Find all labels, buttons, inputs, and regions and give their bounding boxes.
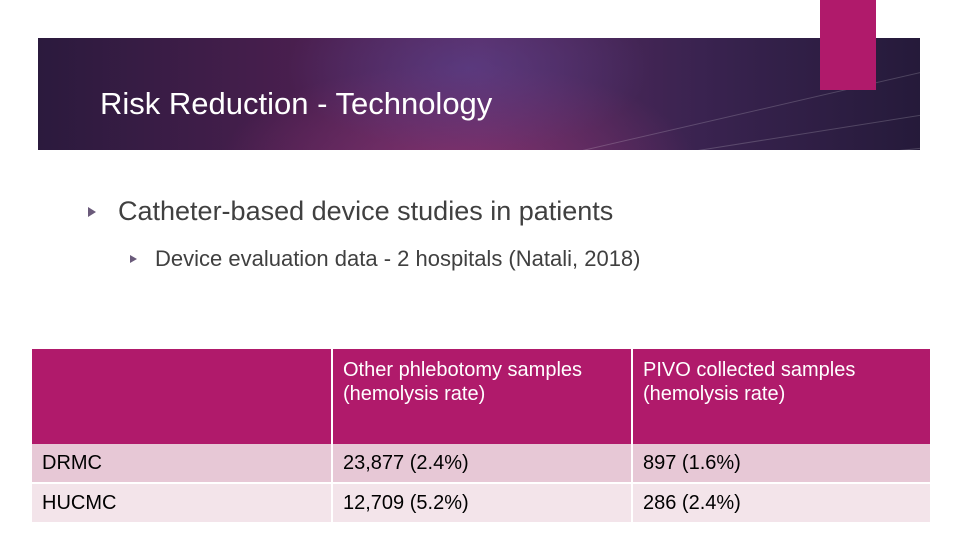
table-cell: 12,709 (5.2%) xyxy=(332,483,633,522)
bullet-level-1: Catheter-based device studies in patient… xyxy=(88,196,613,227)
table-cell: HUCMC xyxy=(32,483,333,522)
table-header-cell: PIVO collected samples (hemolysis rate) xyxy=(632,349,930,444)
table-cell: 286 (2.4%) xyxy=(632,483,930,522)
table-cell: 897 (1.6%) xyxy=(632,444,930,484)
table-cell: 23,877 (2.4%) xyxy=(332,444,633,484)
table-header-cell: Other phlebotomy samples (hemolysis rate… xyxy=(332,349,633,444)
table-header-cell xyxy=(32,349,333,444)
table-header-row: Other phlebotomy samples (hemolysis rate… xyxy=(32,349,930,444)
table-row: HUCMC 12,709 (5.2%) 286 (2.4%) xyxy=(32,483,930,522)
table-cell: DRMC xyxy=(32,444,333,484)
slide-title: Risk Reduction - Technology xyxy=(100,86,493,121)
title-banner xyxy=(38,38,920,150)
bullet-level-2: Device evaluation data - 2 hospitals (Na… xyxy=(130,246,641,272)
bullet-triangle-icon xyxy=(130,255,137,263)
bullet-triangle-icon xyxy=(88,206,96,217)
bullet-text: Catheter-based device studies in patient… xyxy=(118,196,614,226)
table-row: DRMC 23,877 (2.4%) 897 (1.6%) xyxy=(32,444,930,484)
hemolysis-table: Other phlebotomy samples (hemolysis rate… xyxy=(32,349,930,522)
accent-block xyxy=(820,0,876,90)
bullet-text: Device evaluation data - 2 hospitals (Na… xyxy=(155,246,641,271)
